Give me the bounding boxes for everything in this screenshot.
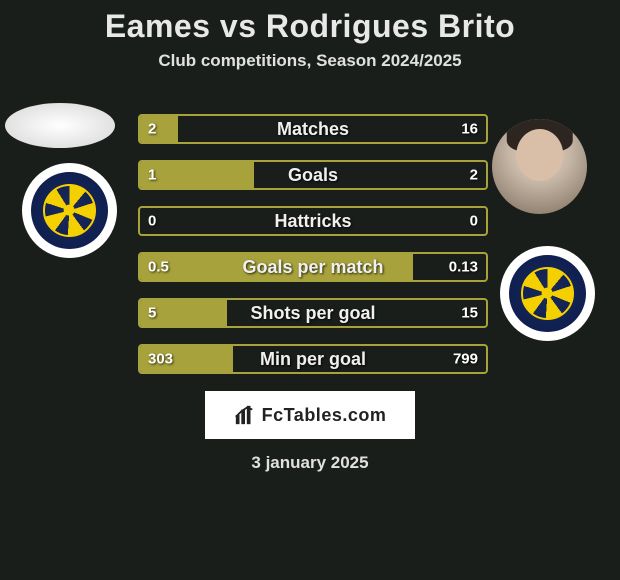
stat-value-left: 0 — [148, 213, 156, 230]
stat-value-left: 303 — [148, 351, 173, 368]
stat-value-left: 1 — [148, 167, 156, 184]
badge-swirl-icon — [43, 184, 96, 237]
badge-inner — [509, 255, 587, 333]
stat-value-right: 0.13 — [449, 259, 478, 276]
stat-row: 303 Min per goal 799 — [138, 344, 488, 374]
stat-value-left: 2 — [148, 121, 156, 138]
stat-row: 2 Matches 16 — [138, 114, 488, 144]
stat-label: Goals per match — [242, 257, 383, 278]
stat-label: Matches — [277, 119, 349, 140]
stat-value-right: 16 — [461, 121, 478, 138]
stat-fill — [140, 116, 178, 142]
stat-row: 1 Goals 2 — [138, 160, 488, 190]
stat-value-right: 2 — [470, 167, 478, 184]
stat-fill — [140, 162, 254, 188]
bars-icon — [234, 404, 256, 426]
stat-value-right: 15 — [461, 305, 478, 322]
badge-swirl-icon — [521, 267, 574, 320]
date-label: 3 january 2025 — [0, 453, 620, 473]
subtitle: Club competitions, Season 2024/2025 — [0, 51, 620, 71]
stat-value-right: 799 — [453, 351, 478, 368]
stat-label: Min per goal — [260, 349, 366, 370]
stat-value-left: 0.5 — [148, 259, 169, 276]
badge-inner — [31, 172, 109, 250]
club-badge-left — [22, 163, 117, 258]
player-left-portrait — [5, 103, 115, 148]
stat-label: Hattricks — [274, 211, 351, 232]
stat-row: 0 Hattricks 0 — [138, 206, 488, 236]
comparison-infographic: Eames vs Rodrigues Brito Club competitio… — [0, 0, 620, 580]
stat-row: 5 Shots per goal 15 — [138, 298, 488, 328]
stat-label: Shots per goal — [250, 303, 375, 324]
watermark-text: FcTables.com — [262, 405, 387, 426]
stat-row: 0.5 Goals per match 0.13 — [138, 252, 488, 282]
watermark: FcTables.com — [205, 391, 415, 439]
main-area: 2 Matches 16 1 Goals 2 0 Hattricks 0 0.5 Goals per… — [0, 91, 620, 381]
stat-value-right: 0 — [470, 213, 478, 230]
club-badge-right — [500, 246, 595, 341]
player-right-portrait — [492, 119, 587, 214]
stat-value-left: 5 — [148, 305, 156, 322]
stat-bars: 2 Matches 16 1 Goals 2 0 Hattricks 0 0.5 Goals per… — [138, 114, 488, 390]
page-title: Eames vs Rodrigues Brito — [0, 8, 620, 45]
stat-label: Goals — [288, 165, 338, 186]
